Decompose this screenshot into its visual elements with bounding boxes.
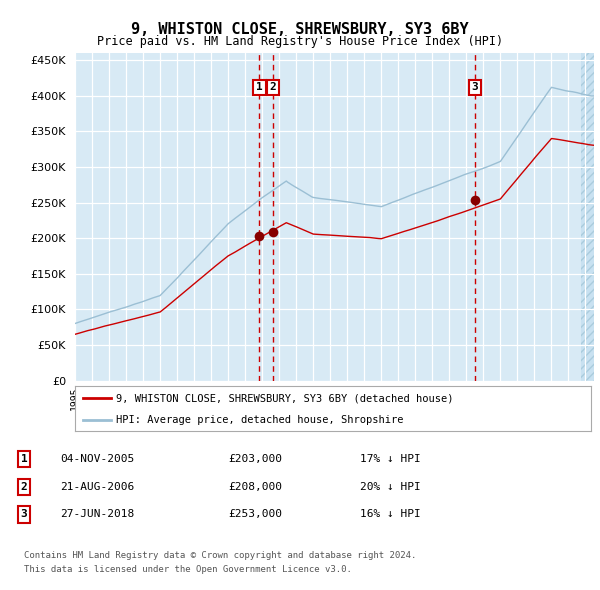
- Text: 27-JUN-2018: 27-JUN-2018: [60, 510, 134, 519]
- Text: 2: 2: [20, 482, 28, 491]
- Text: 9, WHISTON CLOSE, SHREWSBURY, SY3 6BY (detached house): 9, WHISTON CLOSE, SHREWSBURY, SY3 6BY (d…: [116, 394, 454, 404]
- Text: This data is licensed under the Open Government Licence v3.0.: This data is licensed under the Open Gov…: [24, 565, 352, 574]
- Text: 3: 3: [20, 510, 28, 519]
- Text: 1: 1: [256, 83, 263, 93]
- Text: 16% ↓ HPI: 16% ↓ HPI: [360, 510, 421, 519]
- Text: HPI: Average price, detached house, Shropshire: HPI: Average price, detached house, Shro…: [116, 415, 404, 425]
- Text: £208,000: £208,000: [228, 482, 282, 491]
- Text: 2: 2: [269, 83, 277, 93]
- Text: 20% ↓ HPI: 20% ↓ HPI: [360, 482, 421, 491]
- Text: Contains HM Land Registry data © Crown copyright and database right 2024.: Contains HM Land Registry data © Crown c…: [24, 551, 416, 560]
- Text: 9, WHISTON CLOSE, SHREWSBURY, SY3 6BY: 9, WHISTON CLOSE, SHREWSBURY, SY3 6BY: [131, 22, 469, 37]
- Text: 1: 1: [20, 454, 28, 464]
- Text: Price paid vs. HM Land Registry's House Price Index (HPI): Price paid vs. HM Land Registry's House …: [97, 35, 503, 48]
- Text: 3: 3: [472, 83, 478, 93]
- Text: 04-NOV-2005: 04-NOV-2005: [60, 454, 134, 464]
- Bar: [581, 53, 594, 381]
- Bar: [581, 53, 594, 381]
- Text: 17% ↓ HPI: 17% ↓ HPI: [360, 454, 421, 464]
- Text: £253,000: £253,000: [228, 510, 282, 519]
- Text: £203,000: £203,000: [228, 454, 282, 464]
- Text: 21-AUG-2006: 21-AUG-2006: [60, 482, 134, 491]
